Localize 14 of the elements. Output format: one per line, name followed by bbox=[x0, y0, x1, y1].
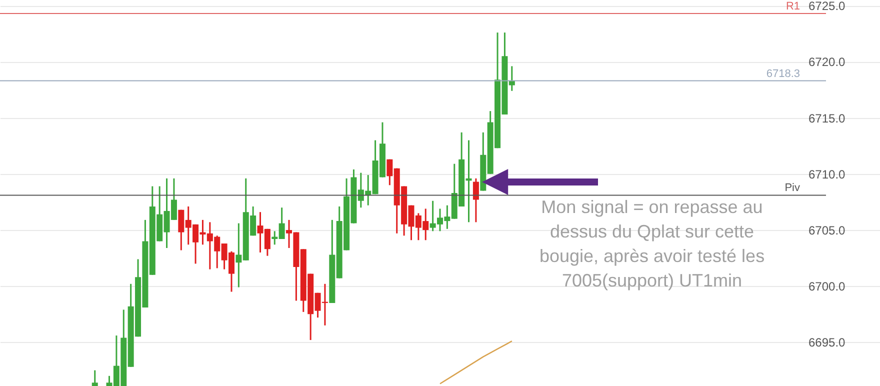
candlestick bbox=[472, 178, 479, 223]
candlestick bbox=[92, 370, 98, 386]
ref-line-label: R1 bbox=[786, 0, 800, 12]
line-series bbox=[439, 340, 513, 384]
annotation: Mon signal = on repasse au dessus du Qplat sur cette bougie, après avoir testé les 7005(support) UT1min bbox=[539, 197, 765, 290]
y-tick-label: 6695.0 bbox=[808, 336, 846, 350]
ref-line-label: Piv bbox=[784, 182, 800, 194]
y-tick-label: 6720.0 bbox=[808, 55, 846, 70]
ref-line-label: 6718.3 bbox=[766, 68, 800, 80]
y-tick-label: 6700.0 bbox=[808, 280, 846, 294]
y-tick-label: 6715.0 bbox=[808, 111, 846, 126]
y-tick-label: 6705.0 bbox=[808, 224, 846, 238]
y-tick-label: 6710.0 bbox=[808, 167, 846, 182]
y-tick-label: 6725.0 bbox=[808, 0, 846, 14]
